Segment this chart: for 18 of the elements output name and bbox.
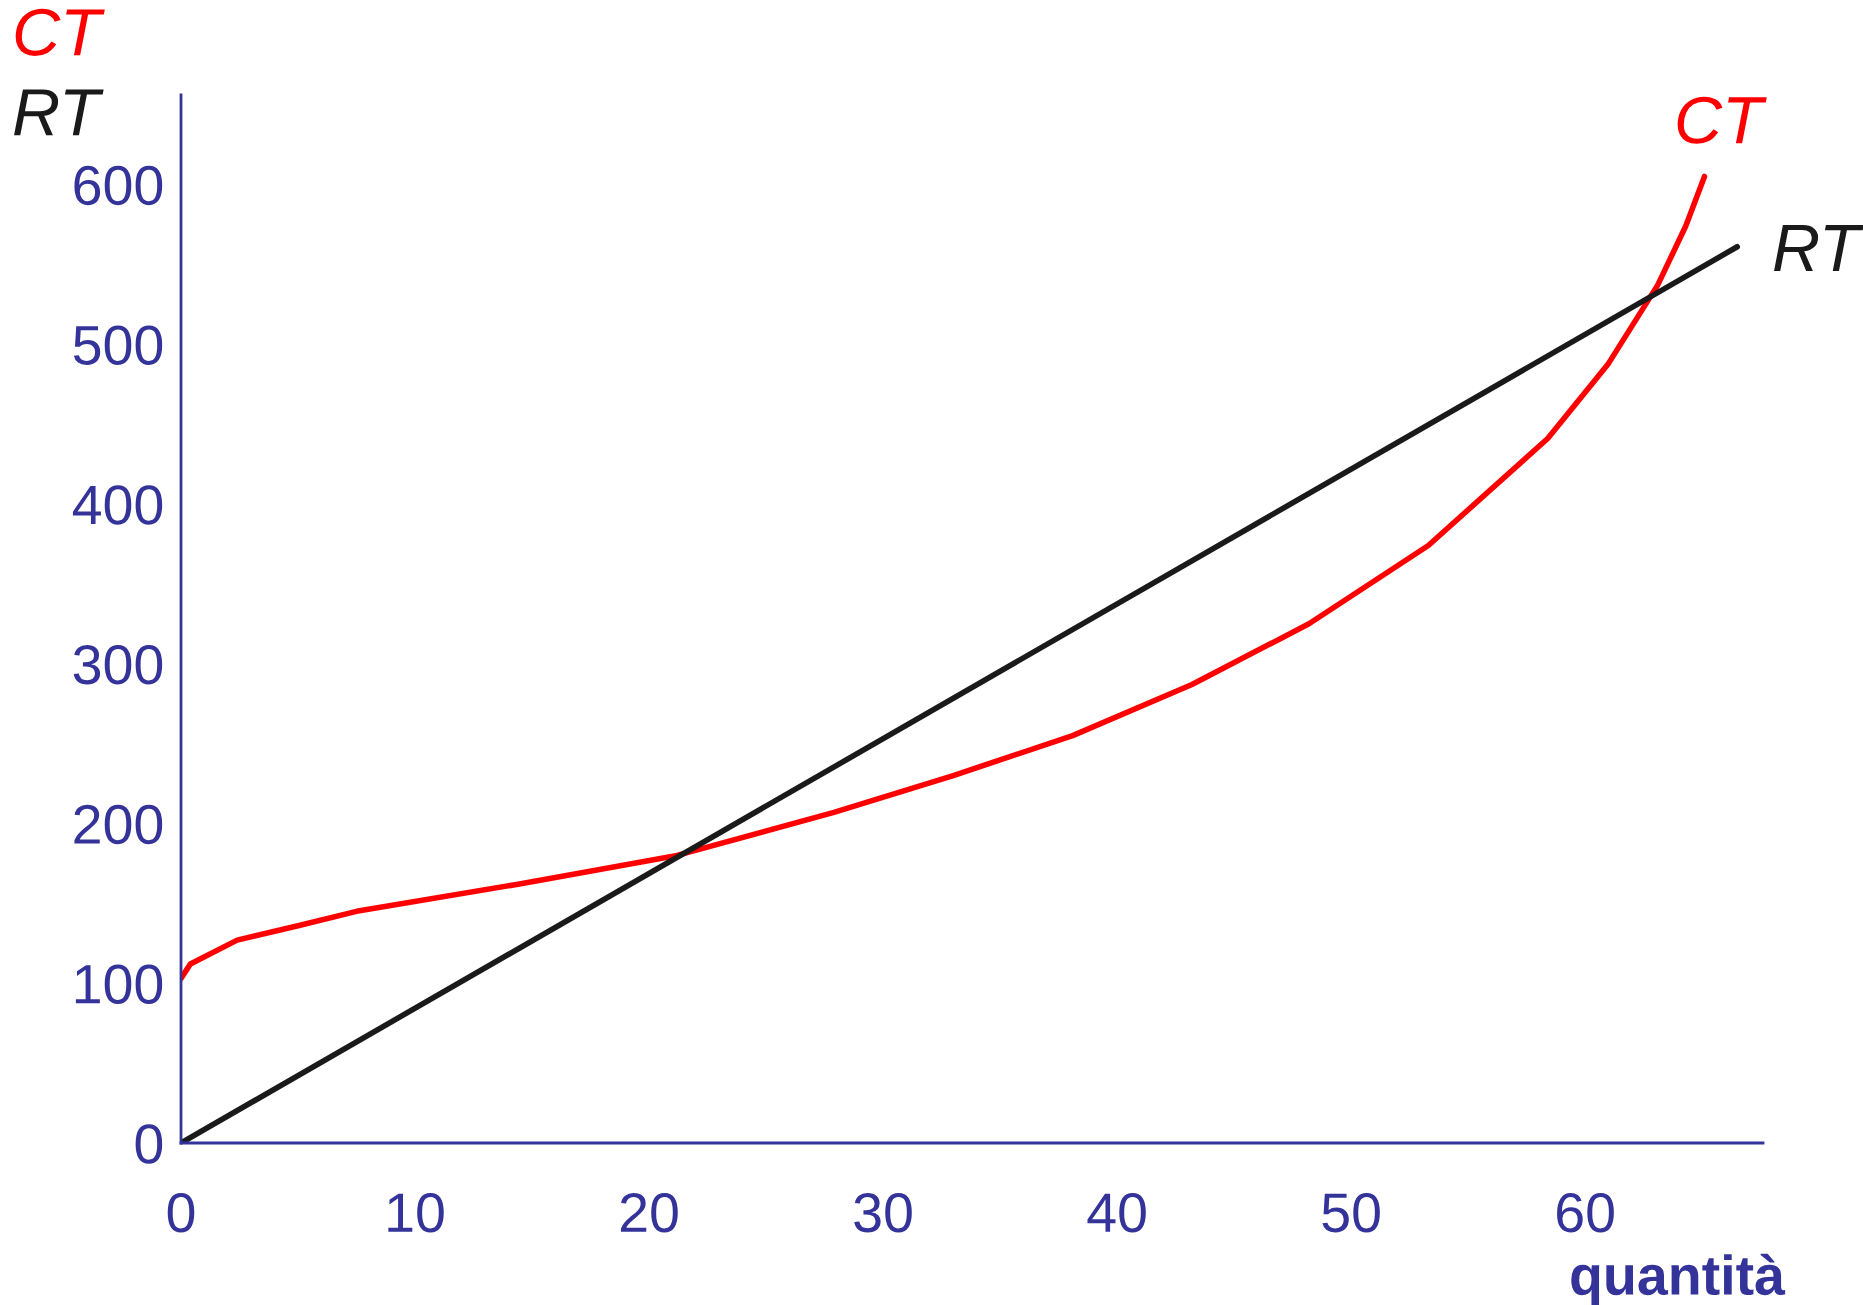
y-tick-label: 500	[73, 325, 163, 365]
y-tick-label: 300	[73, 645, 163, 685]
text: CT	[15, 8, 105, 56]
y-tick-label: 0	[135, 1124, 163, 1164]
y-tick-label: 100	[75, 964, 163, 1004]
x-tick-label: 10	[388, 1193, 444, 1233]
y-tick-label: 200	[74, 804, 163, 845]
x-tick-label: 50	[1322, 1193, 1380, 1233]
text: RT	[14, 89, 104, 136]
x-tick-label: 0	[167, 1193, 195, 1233]
x-tick-label: 40	[1087, 1193, 1146, 1233]
series-label: CT	[1677, 96, 1767, 144]
y-tick-label: 400	[72, 485, 163, 525]
x-tick-label: 30	[854, 1193, 912, 1233]
y-tick-label: 600	[74, 165, 163, 206]
x-tick-label: 60	[1557, 1193, 1614, 1233]
x-tick-label: 20	[620, 1193, 678, 1233]
series-label: RT	[1774, 225, 1863, 271]
